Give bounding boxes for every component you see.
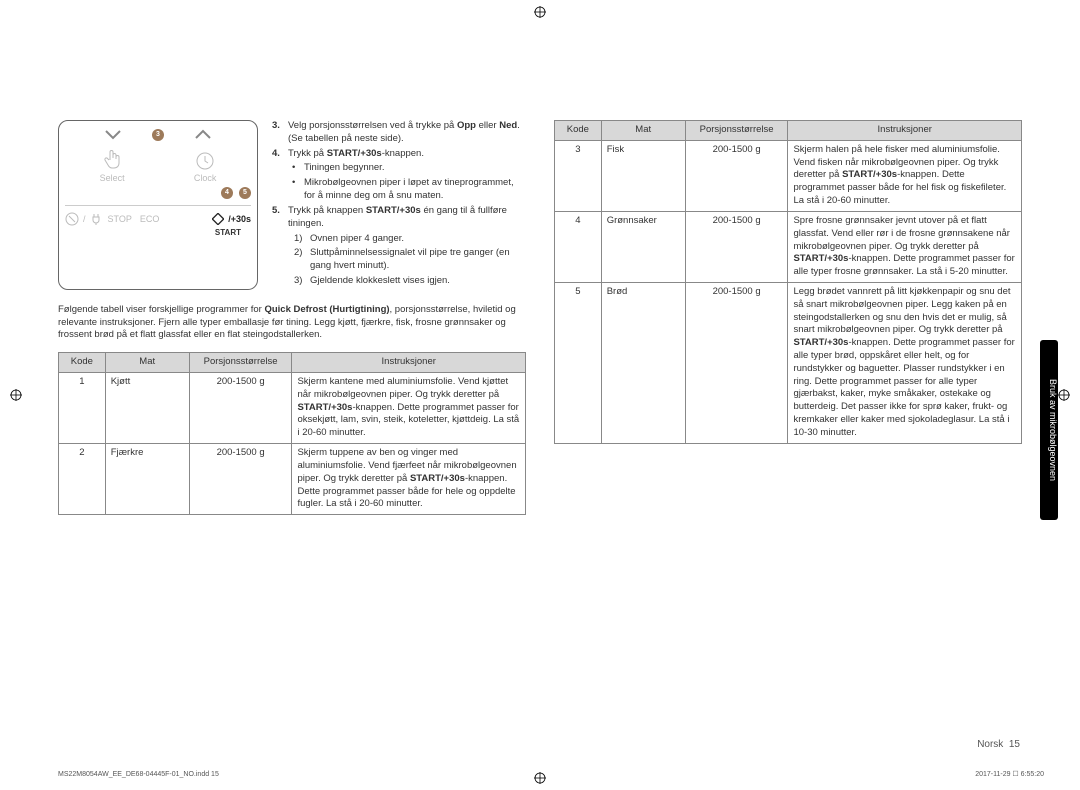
- step-4-num: 4.: [272, 148, 288, 161]
- cell-code: 1: [59, 373, 106, 444]
- eco-label: ECO: [140, 214, 160, 224]
- th-instr-r: Instruksjoner: [788, 121, 1022, 141]
- reg-mark-bottom: [534, 772, 546, 784]
- cell-instr: Skjerm tuppene av ben og vinger med alum…: [292, 444, 526, 515]
- down-arrow-icon: [104, 129, 122, 141]
- cell-size: 200-1500 g: [685, 282, 788, 443]
- instruction-steps: 3. Velg porsjonsstørrelsen ved å trykke …: [272, 120, 526, 290]
- cell-code: 4: [555, 211, 602, 282]
- cell-food: Kjøtt: [105, 373, 189, 444]
- stop-icon: [65, 212, 79, 226]
- defrost-table-right: Kode Mat Porsjonsstørrelse Instruksjoner…: [554, 120, 1022, 444]
- stop-label: STOP: [108, 214, 132, 224]
- footer-date: 2017-11-29 ☐ 6:55:20: [975, 770, 1044, 778]
- eco-plug-icon: [90, 212, 102, 226]
- footer-file: MS22M8054AW_EE_DE68-04445F-01_NO.indd 15: [58, 771, 219, 778]
- clock-icon: [195, 149, 215, 171]
- cell-size: 200-1500 g: [685, 211, 788, 282]
- callout-5: 5: [239, 187, 251, 199]
- step-5-sub1: Ovnen piper 4 ganger.: [310, 233, 526, 246]
- table-row: 3Fisk200-1500 gSkjerm halen på hele fisk…: [555, 140, 1022, 211]
- cell-code: 2: [59, 444, 106, 515]
- th-instr: Instruksjoner: [292, 353, 526, 373]
- right-column: Kode Mat Porsjonsstørrelse Instruksjoner…: [554, 120, 1022, 515]
- step-3-num: 3.: [272, 120, 288, 146]
- th-size: Porsjonsstørrelse: [189, 353, 292, 373]
- cell-size: 200-1500 g: [685, 140, 788, 211]
- up-arrow-icon: [194, 129, 212, 141]
- table-row: 1Kjøtt200-1500 gSkjerm kantene med alumi…: [59, 373, 526, 444]
- step-5-sub2: Sluttpåminnelsessignalet vil pipe tre ga…: [310, 247, 526, 273]
- intro-paragraph: Følgende tabell viser forskjellige progr…: [58, 304, 526, 342]
- cell-size: 200-1500 g: [189, 373, 292, 444]
- step-4-sub2: Mikrobølgeovnen piper i løpet av tinepro…: [304, 177, 526, 203]
- left-column: 3 Select Clock 4: [58, 120, 526, 515]
- table-row: 5Brød200-1500 gLegg brødet vannrett på l…: [555, 282, 1022, 443]
- step-3-text: Velg porsjonsstørrelsen ved å trykke på …: [288, 120, 526, 146]
- cell-food: Fisk: [601, 140, 685, 211]
- select-label: Select: [100, 173, 125, 183]
- step-4-sub1: Tiningen begynner.: [304, 162, 526, 175]
- control-panel-illustration: 3 Select Clock 4: [58, 120, 258, 290]
- step-5-sub3: Gjeldende klokkeslett vises igjen.: [310, 275, 526, 288]
- cell-instr: Legg brødet vannrett på litt kjøkkenpapi…: [788, 282, 1022, 443]
- cell-size: 200-1500 g: [189, 444, 292, 515]
- start-diamond-icon: [212, 213, 224, 225]
- cell-instr: Skjerm halen på hele fisker med aluminiu…: [788, 140, 1022, 211]
- defrost-table-left: Kode Mat Porsjonsstørrelse Instruksjoner…: [58, 352, 526, 515]
- tbody-right: 3Fisk200-1500 gSkjerm halen på hele fisk…: [555, 140, 1022, 443]
- th-food: Mat: [105, 353, 189, 373]
- side-tab: Bruk av mikrobølgeovnen: [1040, 340, 1058, 520]
- reg-mark-left: [10, 389, 22, 401]
- callout-4: 4: [221, 187, 233, 199]
- cell-instr: Spre frosne grønnsaker jevnt utover på e…: [788, 211, 1022, 282]
- th-size-r: Porsjonsstørrelse: [685, 121, 788, 141]
- page-content: 3 Select Clock 4: [58, 120, 1026, 515]
- callout-3: 3: [152, 129, 164, 141]
- reg-mark-right: [1058, 389, 1070, 401]
- table-row: 4Grønnsaker200-1500 gSpre frosne grønnsa…: [555, 211, 1022, 282]
- cell-food: Grønnsaker: [601, 211, 685, 282]
- table-row: 2Fjærkre200-1500 gSkjerm tuppene av ben …: [59, 444, 526, 515]
- th-code: Kode: [59, 353, 106, 373]
- step-5-num: 5.: [272, 205, 288, 231]
- cell-code: 5: [555, 282, 602, 443]
- cell-code: 3: [555, 140, 602, 211]
- reg-mark-top: [534, 6, 546, 18]
- tbody-left: 1Kjøtt200-1500 gSkjerm kantene med alumi…: [59, 373, 526, 515]
- footer-page: Norsk 15: [977, 739, 1020, 750]
- cell-food: Fjærkre: [105, 444, 189, 515]
- th-code-r: Kode: [555, 121, 602, 141]
- cell-food: Brød: [601, 282, 685, 443]
- th-food-r: Mat: [601, 121, 685, 141]
- clock-label: Clock: [194, 173, 217, 183]
- cell-instr: Skjerm kantene med aluminiumsfolie. Vend…: [292, 373, 526, 444]
- step-4-text: Trykk på START/+30s-knappen.: [288, 148, 526, 161]
- start-label: START: [65, 228, 251, 237]
- plus30s-label: /+30s: [228, 214, 251, 224]
- step-5-text: Trykk på knappen START/+30s én gang til …: [288, 205, 526, 231]
- select-hand-icon: [102, 149, 122, 171]
